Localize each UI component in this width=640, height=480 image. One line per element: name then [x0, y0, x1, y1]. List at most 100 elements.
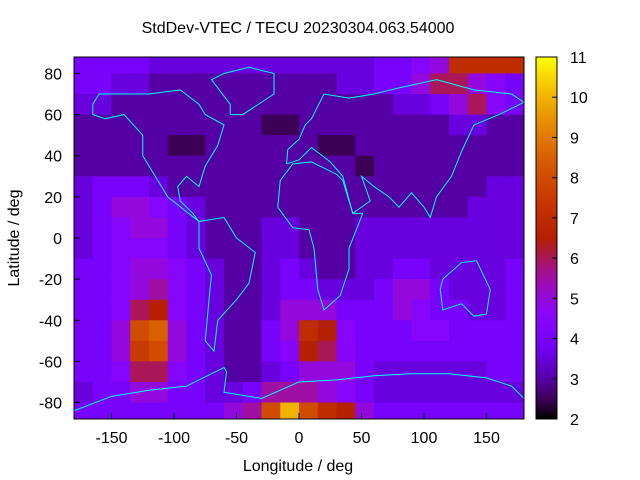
heatmap-cell — [411, 94, 431, 116]
heatmap-cell — [242, 57, 262, 74]
y-tick-label: -40 — [39, 313, 62, 330]
heatmap-cell — [505, 94, 525, 116]
heatmap-cell — [449, 238, 469, 260]
heatmap-cell — [430, 258, 450, 280]
heatmap-cell — [242, 73, 262, 95]
heatmap-cell — [355, 196, 375, 218]
heatmap-cell — [449, 258, 469, 280]
heatmap-cell — [486, 196, 506, 218]
heatmap-cell — [205, 299, 225, 321]
heatmap-cell — [280, 299, 300, 321]
heatmap-cell — [186, 73, 206, 95]
heatmap-cell — [392, 217, 412, 239]
heatmap-cell — [430, 361, 450, 383]
heatmap-cell — [149, 155, 169, 177]
heatmap-cell — [449, 135, 469, 157]
heatmap-cell — [74, 155, 94, 177]
heatmap-cell — [92, 238, 112, 260]
heatmap-cell — [130, 402, 150, 420]
heatmap-cell — [280, 279, 300, 301]
heatmap-cell — [355, 299, 375, 321]
heatmap-cell — [317, 176, 337, 198]
heatmap-cell — [261, 279, 281, 301]
heatmap-cell — [411, 135, 431, 157]
heatmap-cell — [467, 381, 487, 404]
heatmap-cell — [430, 381, 450, 404]
heatmap-cell — [242, 381, 262, 404]
heatmap-cell — [449, 57, 469, 74]
heatmap-cell — [486, 238, 506, 260]
heatmap-cell — [149, 258, 169, 280]
heatmap-cell — [167, 299, 187, 321]
heatmap-cell — [167, 57, 187, 74]
heatmap-cell — [411, 114, 431, 136]
heatmap-cell — [261, 299, 281, 321]
heatmap-cell — [299, 94, 319, 116]
heatmap-cell — [74, 217, 94, 239]
heatmap-cell — [505, 381, 525, 404]
heatmap-cell — [261, 320, 281, 342]
heatmap-cell — [355, 320, 375, 342]
y-tick-label: -60 — [39, 354, 62, 371]
heatmap-cell — [205, 320, 225, 342]
heatmap-cell — [130, 196, 150, 218]
heatmap-cell — [74, 176, 94, 198]
heatmap-cell — [374, 402, 394, 420]
heatmap-cell — [280, 361, 300, 383]
heatmap-cell — [92, 340, 112, 362]
x-tick-label: -50 — [225, 430, 248, 447]
heatmap-cell — [392, 114, 412, 136]
heatmap-cell — [242, 155, 262, 177]
coastline — [277, 161, 364, 311]
heatmap-cell — [317, 94, 337, 116]
heatmap-cell — [336, 176, 356, 198]
heatmap-cell — [130, 238, 150, 260]
coastline — [210, 66, 275, 116]
heatmap-cell — [74, 94, 94, 116]
heatmap-cell — [261, 196, 281, 218]
heatmap-cell — [130, 299, 150, 321]
heatmap-cell — [449, 196, 469, 218]
heatmap-cell — [280, 114, 300, 136]
heatmap-cell — [92, 402, 112, 420]
heatmap-cell — [149, 238, 169, 260]
heatmap-cell — [392, 258, 412, 280]
coastline — [286, 79, 526, 219]
heatmap-cell — [317, 57, 337, 74]
heatmap-cell — [74, 73, 94, 95]
heatmap-cell — [111, 217, 131, 239]
heatmap-cell — [130, 361, 150, 383]
heatmap-cell — [467, 279, 487, 301]
heatmap-cell — [186, 361, 206, 383]
heatmap-cell — [111, 135, 131, 157]
heatmap-cell — [336, 57, 356, 74]
heatmap-cell — [355, 135, 375, 157]
heatmap-cell — [467, 238, 487, 260]
heatmap-cell — [374, 340, 394, 362]
heatmap-cell — [280, 402, 300, 420]
heatmap-cell — [467, 361, 487, 383]
heatmap-cell — [130, 217, 150, 239]
heatmap-cell — [130, 176, 150, 198]
heatmap-cell — [280, 135, 300, 157]
heatmap-cell — [374, 114, 394, 136]
heatmap-cell — [74, 135, 94, 157]
heatmap-cell — [317, 196, 337, 218]
heatmap-cell — [486, 135, 506, 157]
x-tick-label: -150 — [95, 430, 127, 447]
heatmap-cell — [392, 94, 412, 116]
heatmap-cell — [505, 340, 525, 362]
heatmap-cell — [224, 176, 244, 198]
heatmap-cell — [486, 155, 506, 177]
heatmap-cell — [449, 361, 469, 383]
heatmap-cell — [467, 299, 487, 321]
heatmap-cell — [430, 238, 450, 260]
heatmap-cell — [149, 340, 169, 362]
heatmap-cell — [355, 258, 375, 280]
heatmap-cell — [336, 381, 356, 404]
heatmap-cell — [374, 361, 394, 383]
heatmap-cell — [205, 402, 225, 420]
heatmap-cell — [299, 155, 319, 177]
heatmap-cell — [224, 402, 244, 420]
heatmap-cell — [505, 361, 525, 383]
